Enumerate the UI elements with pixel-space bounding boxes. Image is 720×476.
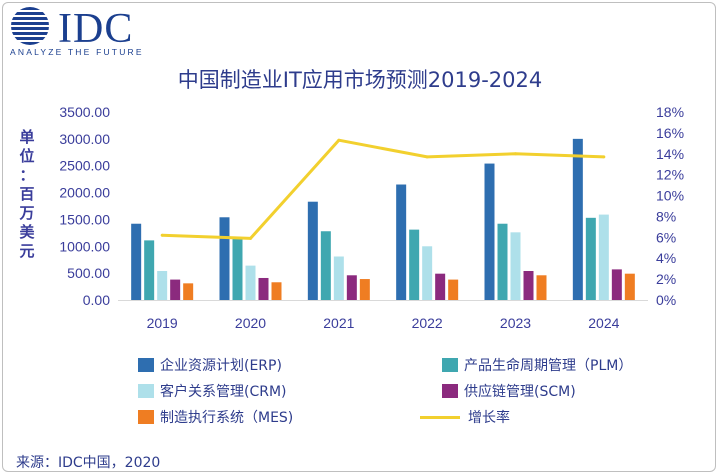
y2-tick-label: 14% xyxy=(656,146,684,162)
growth-rate-point xyxy=(249,236,252,240)
y2-tick-label: 6% xyxy=(656,229,676,245)
chart-frame xyxy=(2,2,716,472)
logo-tagline: ANALYZE THE FUTURE xyxy=(10,47,144,57)
y-tick-label: 3500.00 xyxy=(59,104,110,120)
bar-scm xyxy=(170,279,181,300)
bar-erp xyxy=(131,223,142,300)
x-category-label: 2021 xyxy=(323,315,354,331)
y2-tick-label: 10% xyxy=(656,188,684,204)
y2-tick-label: 16% xyxy=(656,125,684,141)
growth-rate-point xyxy=(602,155,606,159)
bar-erp xyxy=(219,217,230,300)
bar-erp xyxy=(396,184,407,300)
x-category-label: 2023 xyxy=(500,315,531,331)
y2-tick-label: 12% xyxy=(656,167,684,183)
idc-logo: IDC ANALYZE THE FUTURE xyxy=(6,6,166,60)
bar-mes xyxy=(359,279,370,300)
logo-brand: IDC xyxy=(58,6,134,52)
bar-mes xyxy=(271,282,282,300)
y2-tick-label: 18% xyxy=(656,104,684,120)
bar-crm xyxy=(333,256,344,300)
source-note: 来源：IDC中国，2020 xyxy=(16,455,161,471)
bar-scm xyxy=(523,270,534,300)
bar-crm xyxy=(598,214,609,300)
growth-rate-point xyxy=(514,152,517,156)
x-category-label: 2019 xyxy=(147,315,178,331)
globe-icon xyxy=(11,7,49,45)
bar-plm xyxy=(144,240,155,300)
x-category-label: 2022 xyxy=(412,315,443,331)
bar-mes xyxy=(448,279,459,300)
y-tick-label: 1000.00 xyxy=(59,238,110,254)
y-tick-label: 500.00 xyxy=(67,265,110,281)
y-axis-label-part: ： xyxy=(19,166,35,184)
y-tick-label: 2000.00 xyxy=(59,185,110,201)
y-tick-label: 1500.00 xyxy=(59,211,110,227)
growth-rate-point xyxy=(337,138,341,142)
bar-scm xyxy=(258,277,269,300)
bar-erp xyxy=(484,163,495,300)
y-tick-label: 2500.00 xyxy=(59,158,110,174)
bar-scm xyxy=(435,273,446,300)
chart-title: 中国制造业IT应用市场预测2019-2024 xyxy=(177,68,543,92)
growth-rate-point xyxy=(425,155,429,159)
growth-rate-point xyxy=(160,233,164,237)
bar-plm xyxy=(585,217,596,300)
bar-scm xyxy=(611,269,622,300)
bar-crm xyxy=(422,246,433,300)
y-axis-label-part: 百万美元 xyxy=(19,185,35,260)
y-axis-label-part: 单位 xyxy=(19,128,35,165)
bar-plm xyxy=(409,229,420,300)
bar-mes xyxy=(624,273,635,300)
y2-tick-label: 0% xyxy=(656,292,676,308)
x-category-label: 2024 xyxy=(588,315,619,331)
y-tick-label: 3000.00 xyxy=(59,131,110,147)
y2-tick-label: 2% xyxy=(656,271,676,287)
bar-crm xyxy=(157,270,168,300)
x-category-label: 2020 xyxy=(235,315,266,331)
bar-plm xyxy=(232,237,243,300)
y-axis-label: 单位 ： 百万美元 xyxy=(16,128,38,261)
bar-erp xyxy=(572,138,583,300)
bar-erp xyxy=(307,201,318,300)
y2-tick-label: 8% xyxy=(656,208,676,224)
bar-mes xyxy=(183,283,194,300)
bar-crm xyxy=(245,265,256,300)
y2-tick-label: 4% xyxy=(656,250,676,266)
bar-plm xyxy=(497,223,508,300)
growth-rate-line xyxy=(162,138,604,240)
bar-mes xyxy=(536,275,547,300)
bar-crm xyxy=(510,232,521,300)
y-tick-label: 0.00 xyxy=(83,292,110,308)
bar-plm xyxy=(320,231,331,300)
bar-scm xyxy=(346,275,357,300)
